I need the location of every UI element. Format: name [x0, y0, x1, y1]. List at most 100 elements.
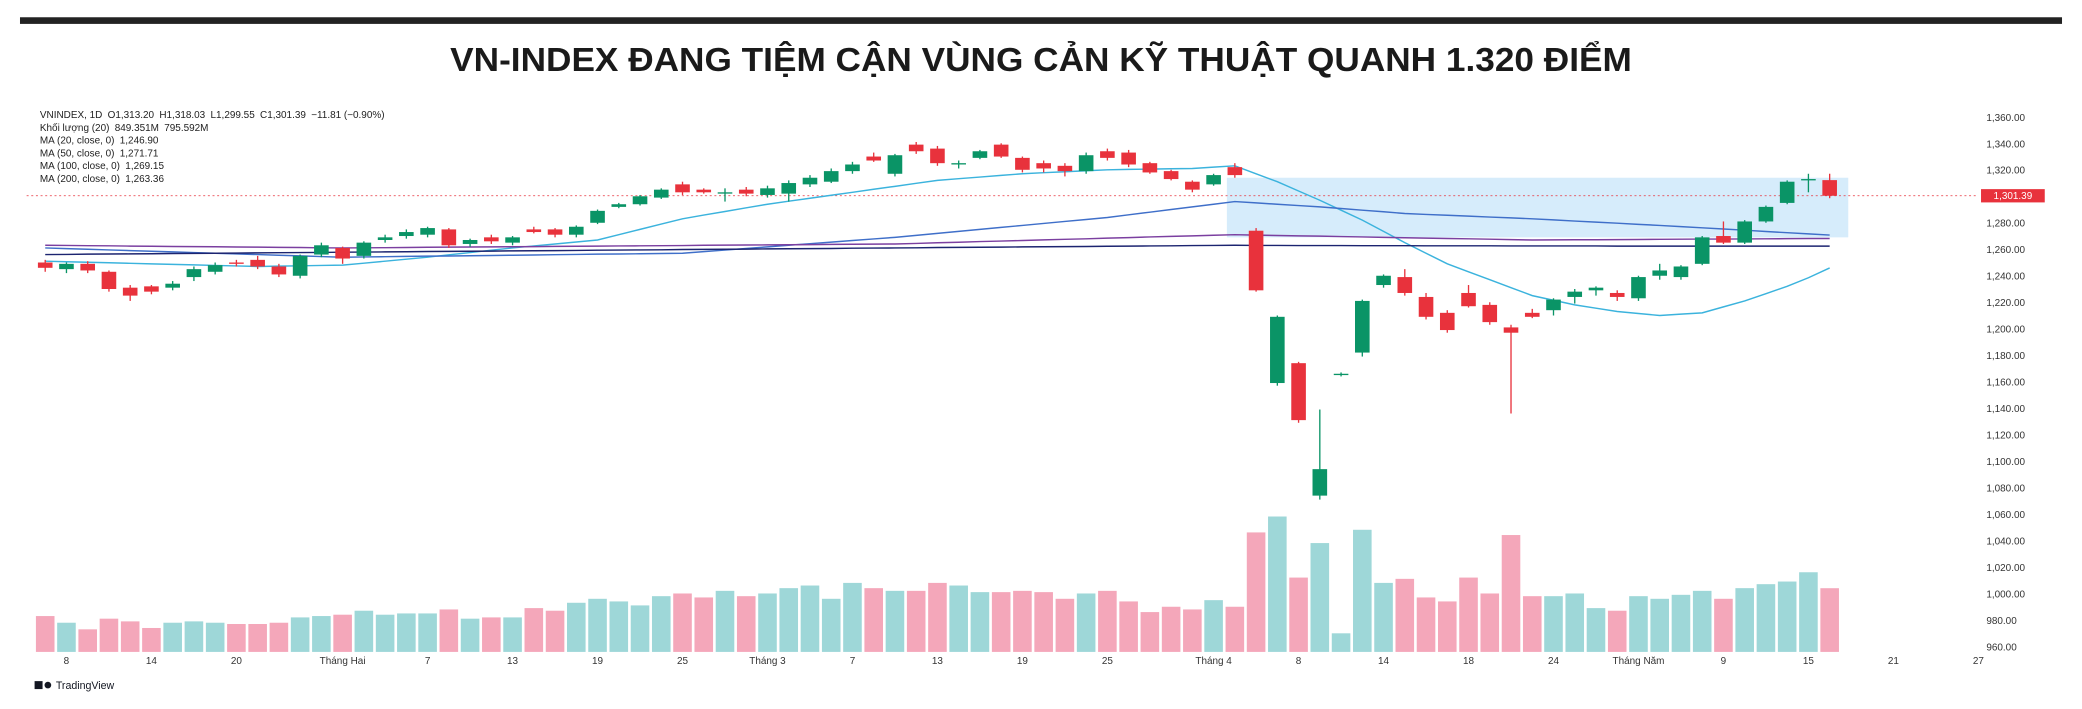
volume-bar [1607, 610, 1627, 652]
candle-body [1631, 277, 1646, 299]
legend-volume-value: 849.351M [115, 123, 159, 134]
volume-bar [567, 602, 586, 652]
legend-symbol: VNINDEX, 1D [40, 110, 102, 121]
candle-body [1609, 292, 1625, 297]
volume-bar [1586, 608, 1606, 652]
candle-body [356, 242, 372, 256]
volume-bar [1416, 597, 1436, 652]
y-tick-label: 1,000.00 [1986, 590, 2025, 601]
candle-body [59, 263, 74, 270]
price-tag-label: 1,301.39 [1994, 191, 2033, 202]
candle-body [1716, 236, 1731, 243]
volume-bar [269, 622, 289, 652]
volume-bar [1671, 594, 1691, 652]
candle-body [1100, 151, 1115, 158]
candle-body [462, 239, 478, 244]
candle-body [80, 263, 96, 271]
volume-bar [1098, 590, 1117, 652]
volume-bar [57, 622, 76, 652]
top-bar [19, 17, 2063, 24]
volume-bar [715, 590, 735, 652]
brand-name: TradingView [56, 680, 115, 692]
y-tick-label: 1,280.00 [1986, 219, 2025, 230]
volume-bar [800, 585, 820, 652]
volume-bar [418, 613, 437, 652]
x-tick-label: Tháng 4 [1195, 656, 1232, 667]
candle-body [1333, 373, 1349, 376]
candle-body [441, 229, 457, 246]
volume-bar [1777, 581, 1797, 652]
brand-icon [44, 681, 52, 689]
candle-body [37, 262, 53, 268]
volume-bar [524, 608, 544, 652]
x-tick-label: 15 [1803, 656, 1815, 667]
y-tick-label: 1,240.00 [1986, 272, 2025, 283]
volume-bar [1204, 600, 1223, 652]
candle-body [738, 189, 754, 194]
y-tick-label: 1,180.00 [1986, 351, 2025, 362]
volume-bar [1565, 593, 1585, 652]
candle-body [1206, 175, 1221, 185]
candle-body [1461, 292, 1476, 307]
volume-bar [397, 613, 416, 652]
chart-title: VN-INDEX ĐANG TIỆM CẬN VÙNG CẢN KỸ THUẬT… [450, 41, 1632, 79]
candle-body [1078, 155, 1094, 172]
x-tick-label: Tháng 3 [749, 656, 786, 667]
candle-body [144, 286, 159, 292]
candle-body [314, 245, 329, 255]
candle-body [908, 144, 924, 152]
volume-bar [1522, 596, 1542, 652]
volume-bar [99, 618, 119, 652]
x-tick-label: 25 [1102, 656, 1114, 667]
candle-body [229, 262, 244, 264]
legend-ohlc: L1,299.55 [211, 110, 256, 121]
x-tick-label: Tháng Năm [1613, 656, 1665, 667]
candle-body [1121, 152, 1136, 165]
candle-body [1694, 237, 1710, 264]
candle-body [1142, 163, 1158, 173]
candle-body [186, 269, 202, 278]
candle-body [1057, 165, 1073, 172]
volume-bar [439, 609, 459, 652]
volume-bar [1799, 572, 1818, 652]
candle-body [1439, 312, 1455, 331]
ma-line [45, 165, 1830, 317]
x-tick-label: 19 [1017, 656, 1029, 667]
volume-bar [843, 582, 862, 652]
candle-body [1227, 167, 1243, 176]
volume-bar [290, 617, 310, 652]
volume-bar [694, 597, 714, 652]
legend-ohlc: H1,318.03 [159, 110, 205, 121]
volume-bar [163, 622, 182, 652]
volume-bar [184, 621, 204, 652]
x-tick-label: 24 [1548, 656, 1560, 667]
volume-bar [1161, 606, 1181, 652]
volume-bar [609, 601, 629, 652]
candle-body [547, 229, 563, 235]
volume-bar [736, 596, 756, 652]
x-tick-label: 21 [1888, 656, 1900, 667]
volume-bar [1735, 588, 1754, 652]
legend-volume: Khối lượng (20) [40, 123, 110, 134]
y-tick-label: 1,320.00 [1986, 166, 2025, 177]
y-tick-label: 1,340.00 [1986, 139, 2025, 150]
candle-body [1355, 300, 1370, 353]
volume-bar [758, 593, 777, 652]
volume-bar [1650, 598, 1670, 652]
candle-body [1567, 291, 1583, 297]
candle-body [568, 226, 584, 235]
y-tick-label: 960.00 [1986, 643, 2017, 654]
volume-bar [1225, 606, 1245, 652]
volume-bar [375, 614, 395, 652]
candle-body [823, 171, 839, 182]
volume-bar [991, 592, 1011, 652]
candle-body [377, 237, 393, 240]
candle-body [484, 237, 499, 242]
volume-bar [482, 617, 501, 652]
candle-body [1291, 363, 1306, 421]
candle-body [781, 183, 797, 194]
y-tick-label: 1,200.00 [1986, 325, 2025, 336]
legend-ohlc: C1,301.39 [260, 110, 306, 121]
volume-bar [588, 598, 607, 652]
candle-body [1312, 469, 1328, 496]
